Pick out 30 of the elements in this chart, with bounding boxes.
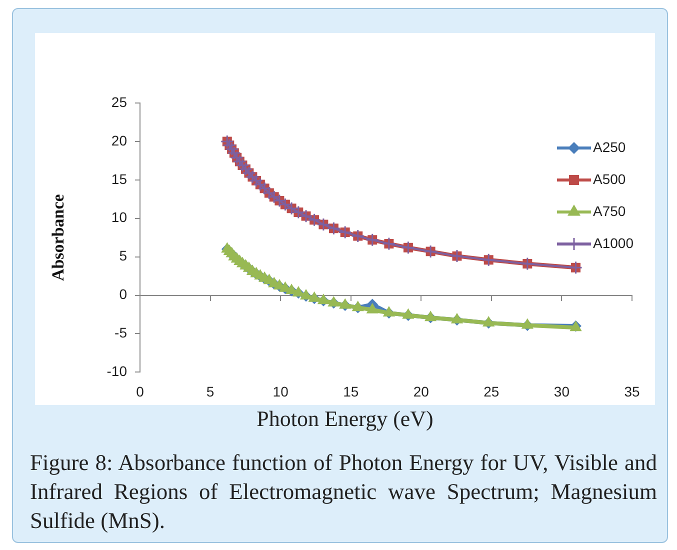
x-tick-label: 0: [136, 383, 144, 400]
x-axis-title: Photon Energy (eV): [256, 406, 434, 432]
y-tick-label: -5: [114, 324, 128, 341]
y-axis-title: Absorbance: [48, 194, 68, 282]
x-tick-label: 30: [554, 383, 570, 400]
point: [451, 313, 463, 324]
x-tick-label: 10: [272, 383, 289, 400]
y-tick-label: 10: [111, 209, 128, 226]
point: [308, 292, 320, 302]
x-tick-label: 20: [413, 383, 430, 400]
legend-label: A750: [593, 202, 626, 219]
y-tick-label: -10: [106, 363, 128, 380]
point: [383, 306, 395, 316]
x-tick-label: 35: [624, 383, 640, 400]
y-tick-label: 20: [111, 132, 128, 148]
y-tick-label: 0: [119, 286, 128, 302]
legend-label: A250: [593, 138, 626, 155]
point: [366, 303, 378, 314]
x-tick-label: 25: [484, 383, 500, 400]
point: [328, 296, 340, 306]
y-tick-label: 5: [119, 248, 128, 264]
y-tick-label: 15: [111, 170, 128, 187]
legend-label: A1000: [593, 234, 634, 251]
point: [382, 237, 396, 251]
caption: Figure 8: Absorbance function of Photon Energy for UV, Visible and Infrared Regions of Electromagnetic wave Spectrum; Magnesium Sulfide (MnS).: [30, 449, 657, 535]
legend-label: A500: [593, 170, 626, 187]
point: [482, 316, 494, 326]
x-tick-label: 15: [343, 383, 359, 400]
y-tick-label: 25: [111, 94, 128, 110]
x-tick-label: 5: [206, 383, 214, 400]
